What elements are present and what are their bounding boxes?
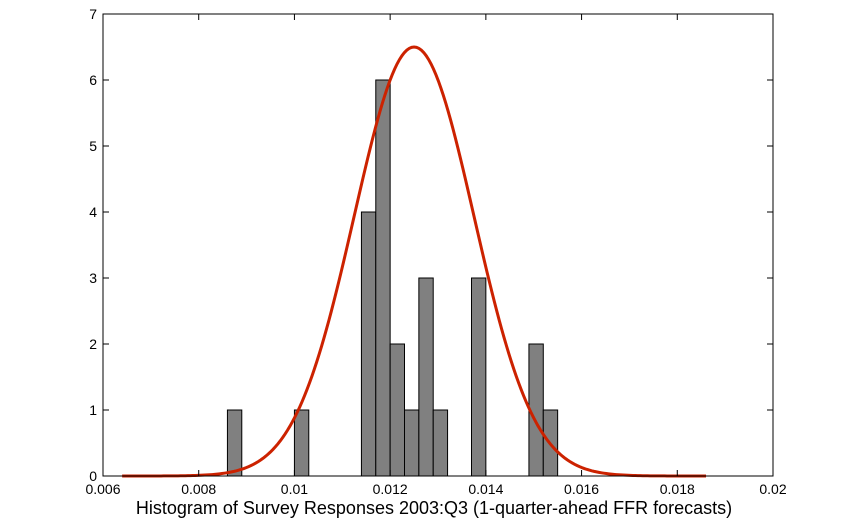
x-tick-label: 0.018: [660, 481, 695, 497]
y-tick-label: 2: [89, 336, 97, 352]
y-tick-label: 1: [89, 402, 97, 418]
histogram-bar: [389, 343, 405, 477]
histogram-bar: [293, 409, 310, 477]
y-tick-label: 0: [89, 468, 97, 484]
x-tick-label: 0.01: [281, 481, 308, 497]
y-tick-label: 5: [89, 138, 97, 154]
x-axis-label: Histogram of Survey Responses 2003:Q3 (1…: [136, 498, 732, 518]
y-tick-label: 7: [89, 6, 97, 22]
histogram-bar: [404, 409, 420, 477]
bars-layer: [226, 79, 559, 477]
x-tick-label: 0.006: [85, 481, 120, 497]
x-tick-label: 0.016: [564, 481, 599, 497]
histogram-bar: [226, 409, 243, 477]
y-tick-label: 4: [89, 204, 97, 220]
x-tick-label: 0.012: [373, 481, 408, 497]
histogram-bar: [471, 277, 487, 477]
histogram-bar: [375, 79, 391, 477]
ticks-layer: 0.006 0.008 0.01 0.012 0.014 0.016 0.018 0.02 0 1…: [85, 6, 786, 497]
histogram-bar: [360, 211, 377, 477]
plot-frame: [102, 13, 774, 477]
fit-curve-layer: [122, 45, 706, 478]
x-tick-label: 0.02: [759, 481, 786, 497]
x-tick-label: 0.014: [468, 481, 503, 497]
y-tick-label: 3: [89, 270, 97, 286]
fit-curve-line: [122, 45, 706, 478]
histogram-bar: [432, 409, 449, 477]
histogram-bar: [418, 277, 434, 477]
y-tick-label: 6: [89, 72, 97, 88]
x-tick-label: 0.008: [181, 481, 216, 497]
